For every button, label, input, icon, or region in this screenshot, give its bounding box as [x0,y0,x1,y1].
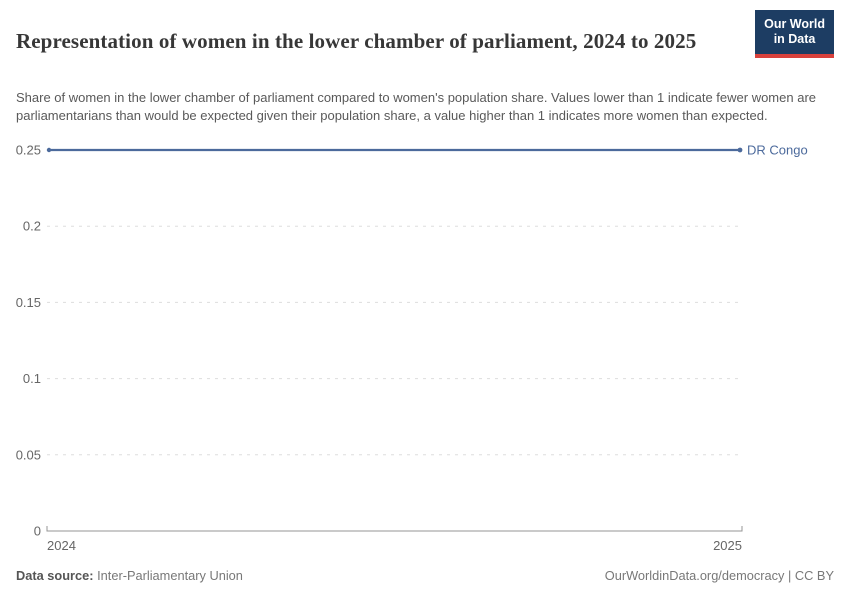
x-tick-label: 2024 [47,538,76,553]
owid-logo-line2: in Data [773,32,816,46]
y-tick-label: 0.2 [23,219,41,234]
license-credit[interactable]: OurWorldinData.org/democracy | CC BY [604,568,834,583]
y-tick-label: 0.15 [16,295,41,310]
data-point-end [737,147,743,153]
chart-title: Representation of women in the lower cha… [16,29,697,54]
y-tick-label: 0.05 [16,447,41,462]
y-tick-label: 0.25 [16,143,41,158]
data-source-label: Data source: [16,568,94,583]
x-tick-label: 2025 [713,538,742,553]
data-point-start [46,147,52,153]
x-axis [46,526,743,532]
owid-logo-line1: Our World [764,17,825,31]
chart-subtitle: Share of women in the lower chamber of p… [16,90,817,123]
chart-area: 0 0.05 0.1 0.15 0.2 0.25 2024 2025 DR Congo [0,130,850,565]
owid-logo[interactable]: Our World in Data [755,10,834,58]
series-label[interactable]: DR Congo [747,143,808,158]
line-chart: 0 0.05 0.1 0.15 0.2 0.25 2024 2025 DR Congo [16,143,808,554]
data-source-value: Inter-Parliamentary Union [97,568,243,583]
chart-footer: Data source: Inter-Parliamentary Union O… [16,568,834,583]
y-tick-label: 0 [34,524,41,539]
y-tick-label: 0.1 [23,371,41,386]
data-source: Data source: Inter-Parliamentary Union [16,568,243,583]
